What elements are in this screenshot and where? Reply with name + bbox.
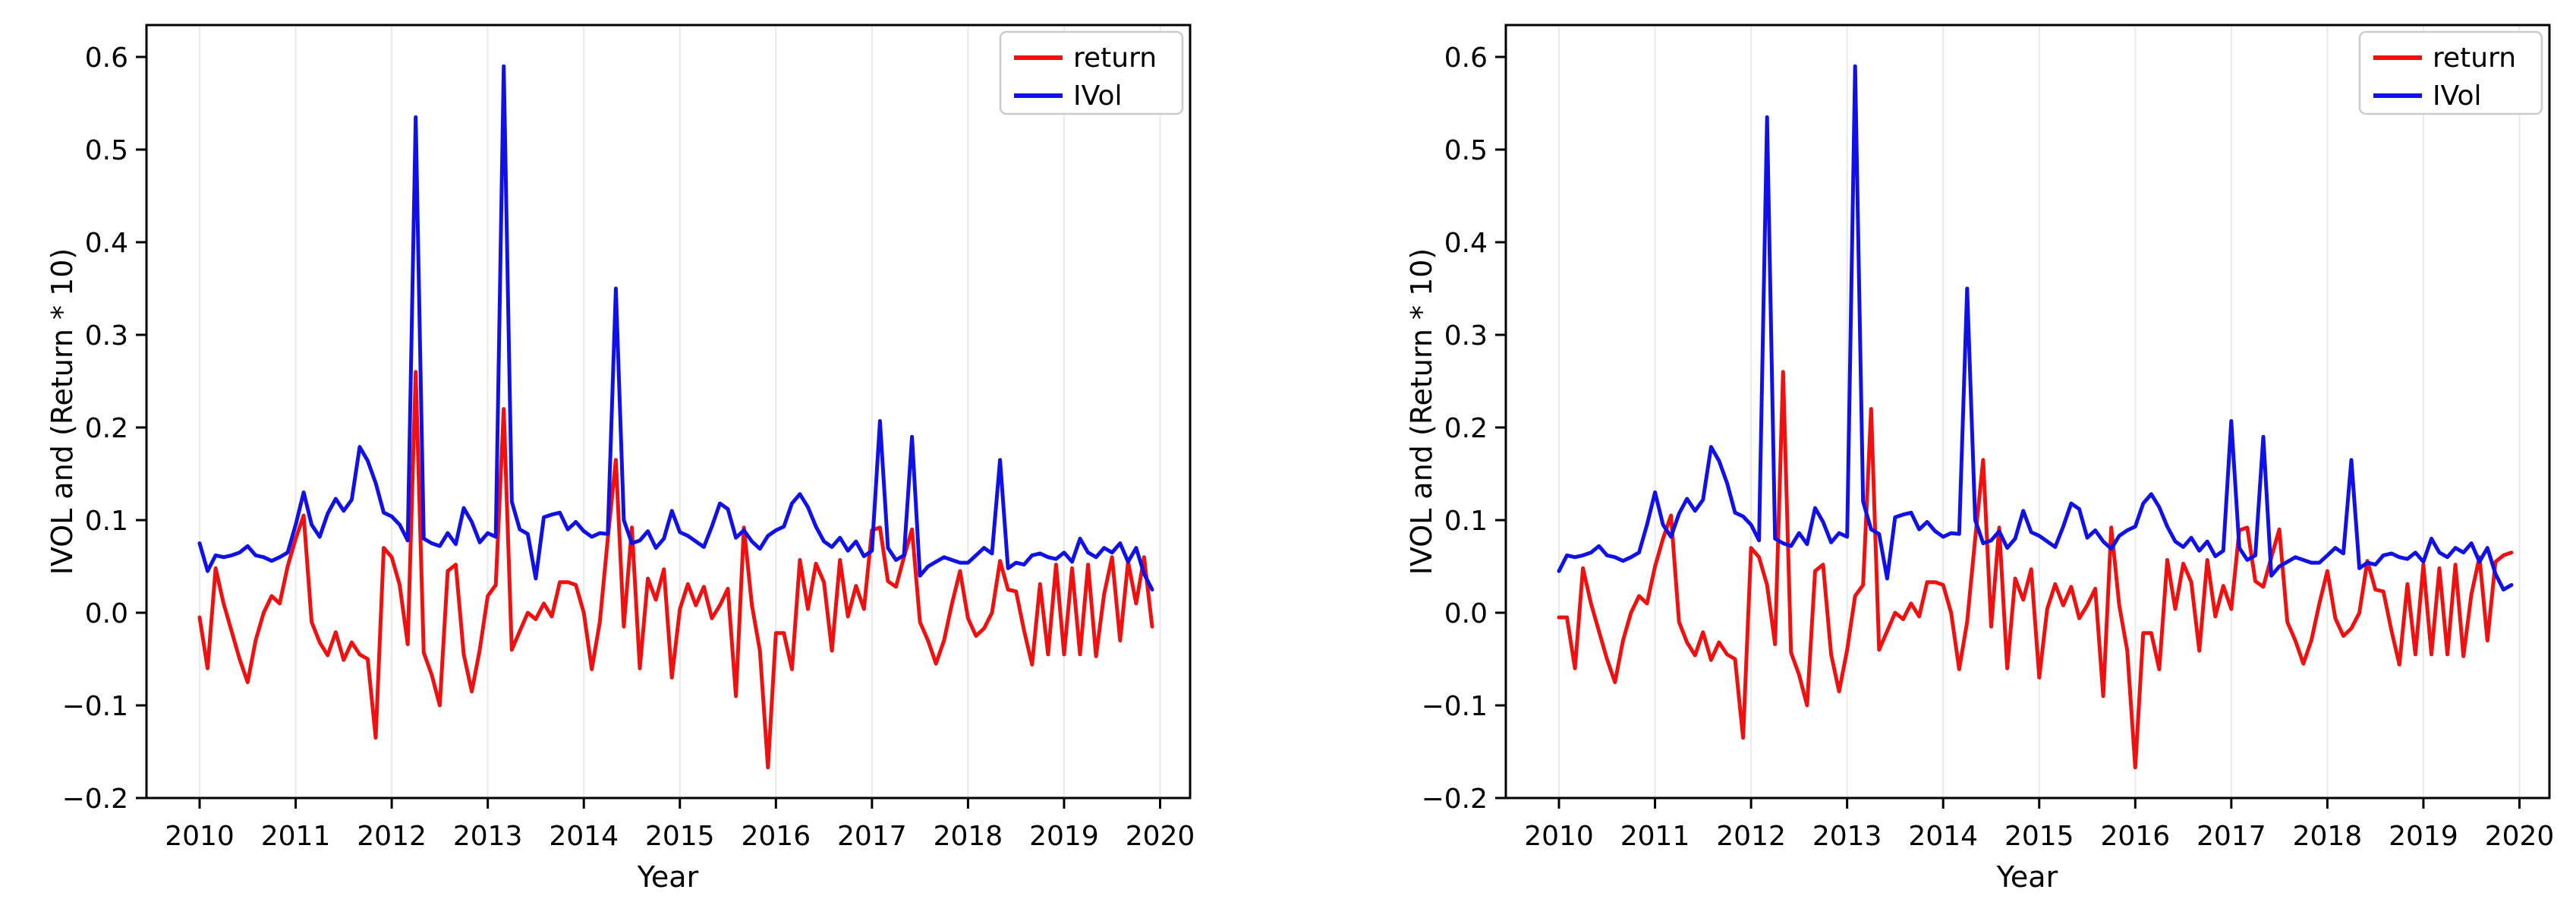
legend-return-label: return — [1073, 43, 1157, 74]
legend-return-label: return — [2433, 43, 2516, 74]
x-ticks-left: 2010 2011 2012 2013 2014 2015 2016 2017 2018 2019… — [165, 798, 1195, 852]
legend-ivol-label: IVol — [2433, 80, 2481, 112]
y-tick-label: −0.2 — [1422, 784, 1488, 815]
x-ticks-right: 2010 2011 2012 2013 2014 2015 2016 2017 2018 2019… — [1524, 798, 2554, 852]
return-line — [197, 370, 1154, 770]
y-tick-label: 0.5 — [85, 135, 128, 166]
series-lines-right — [1557, 64, 2514, 770]
x-tick-label: 2016 — [2100, 821, 2170, 852]
y-axis-label-right: IVOL and (Return * 10) — [1405, 248, 1438, 576]
y-tick-label: −0.2 — [62, 784, 128, 815]
plot-border-right — [1504, 24, 2551, 800]
x-tick-label: 2013 — [1812, 821, 1882, 852]
chart-left: 2010 2011 2012 2013 2014 2015 2016 2017 2018 2019… — [46, 24, 1195, 894]
gridlines-right — [1558, 25, 2521, 798]
ivol-line — [197, 64, 1154, 591]
y-tick-label: 0.1 — [1444, 506, 1488, 537]
y-tick-label: 0.5 — [1444, 135, 1488, 166]
x-tick-label: 2014 — [1908, 821, 1978, 852]
chart-right: 2010 2011 2012 2013 2014 2015 2016 2017 2018 2019… — [1405, 24, 2554, 894]
y-tick-label: −0.1 — [1422, 691, 1488, 722]
x-tick-label: 2014 — [549, 821, 619, 852]
series-lines-left — [197, 64, 1154, 770]
y-tick-label: 0.6 — [1444, 43, 1488, 74]
x-tick-label: 2020 — [1126, 821, 1195, 852]
x-tick-label: 2010 — [1524, 821, 1594, 852]
x-tick-label: 2012 — [1716, 821, 1786, 852]
x-tick-label: 2013 — [453, 821, 523, 852]
y-tick-label: 0.0 — [85, 598, 128, 629]
y-tick-label: −0.1 — [62, 691, 128, 722]
plot-border-left — [145, 24, 1192, 800]
y-tick-label: 0.2 — [85, 413, 128, 444]
x-axis-label-left: Year — [637, 860, 699, 894]
x-tick-label: 2015 — [645, 821, 715, 852]
x-tick-label: 2017 — [837, 821, 907, 852]
y-tick-label: 0.3 — [1444, 320, 1488, 352]
y-tick-label: 0.1 — [85, 506, 128, 537]
x-tick-label: 2015 — [2004, 821, 2074, 852]
gridlines-left — [199, 25, 1161, 798]
x-tick-label: 2010 — [165, 821, 235, 852]
y-ticks-right: −0.2 −0.1 0.0 0.1 0.2 0.3 0.4 0.5 0.6 — [1422, 43, 1506, 815]
x-tick-label: 2018 — [2293, 821, 2363, 852]
y-tick-label: 0.0 — [1444, 598, 1488, 629]
x-tick-label: 2012 — [357, 821, 427, 852]
legend-ivol-label: IVol — [1073, 80, 1122, 112]
y-tick-label: 0.3 — [85, 320, 128, 352]
y-tick-label: 0.6 — [85, 43, 128, 74]
x-tick-label: 2011 — [261, 821, 331, 852]
y-ticks-left: −0.2 −0.1 0.0 0.1 0.2 0.3 0.4 0.5 0.6 — [62, 43, 146, 815]
x-tick-label: 2011 — [1620, 821, 1690, 852]
legend-right: return IVol — [2358, 30, 2543, 115]
x-axis-label-right: Year — [1996, 860, 2058, 894]
y-tick-label: 0.2 — [1444, 413, 1488, 444]
y-tick-label: 0.4 — [1444, 228, 1488, 259]
x-tick-label: 2017 — [2197, 821, 2266, 852]
x-tick-label: 2020 — [2485, 821, 2555, 852]
ivol-line — [1557, 64, 2514, 591]
x-tick-label: 2018 — [934, 821, 1003, 852]
x-tick-label: 2019 — [1029, 821, 1099, 852]
y-axis-label-left: IVOL and (Return * 10) — [46, 248, 79, 576]
return-line — [1557, 370, 2514, 770]
x-tick-label: 2019 — [2389, 821, 2458, 852]
x-tick-label: 2016 — [741, 821, 811, 852]
legend-left: return IVol — [999, 30, 1184, 115]
y-tick-label: 0.4 — [85, 228, 128, 259]
